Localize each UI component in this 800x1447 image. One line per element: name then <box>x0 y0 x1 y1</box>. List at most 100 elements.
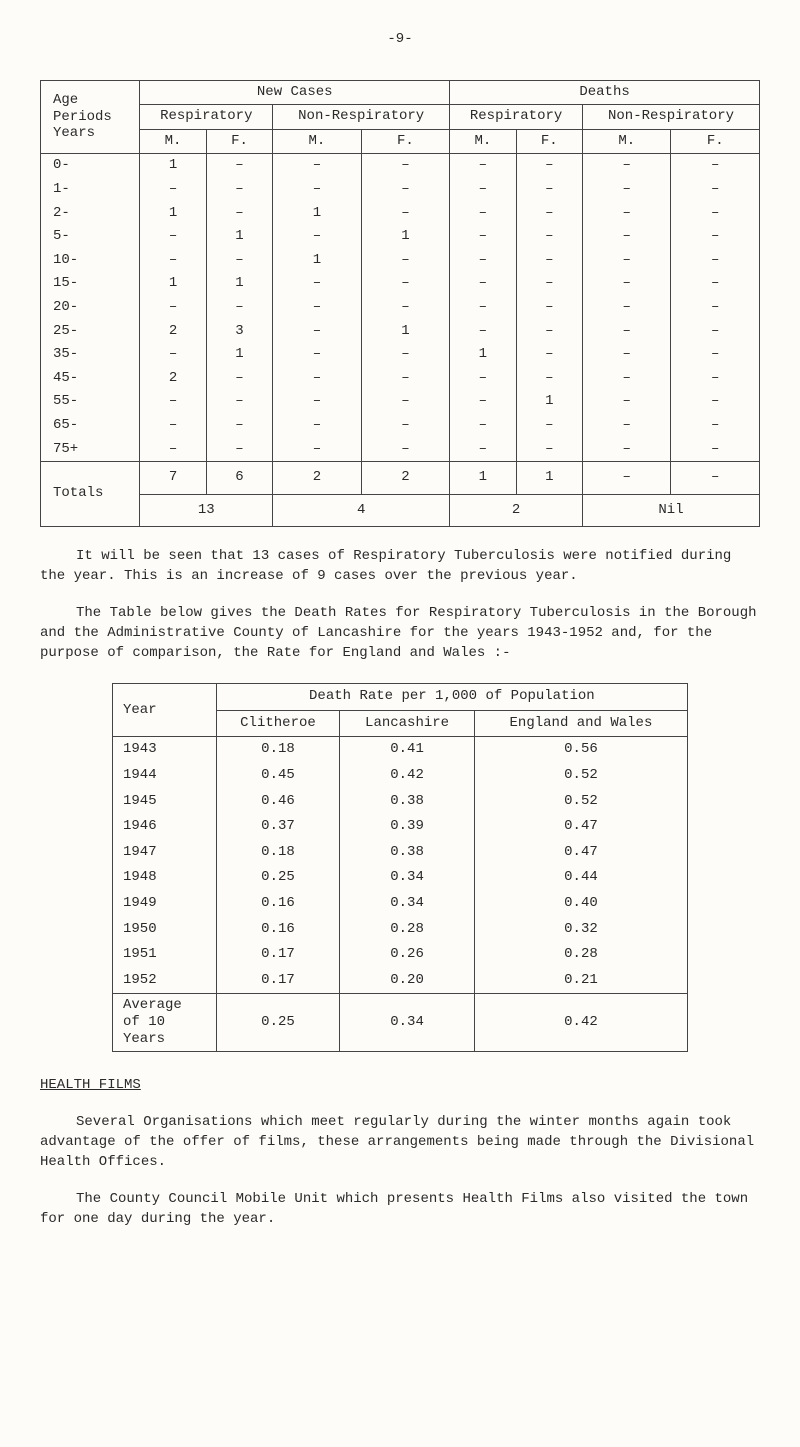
rate-cell: 0.28 <box>474 942 687 968</box>
data-cell: – <box>583 296 671 320</box>
year-cell: 1946 <box>113 814 217 840</box>
england-header: England and Wales <box>474 710 687 737</box>
data-cell: – <box>206 202 272 226</box>
data-cell: 1 <box>206 225 272 249</box>
table-row: 45-2––––––– <box>41 367 760 391</box>
age-cell: 20- <box>41 296 140 320</box>
age-cell: 65- <box>41 414 140 438</box>
data-cell: – <box>583 320 671 344</box>
data-cell: – <box>671 414 760 438</box>
rate-cell: 0.46 <box>216 789 339 815</box>
data-cell: – <box>273 272 361 296</box>
data-cell: – <box>273 178 361 202</box>
data-cell: – <box>206 154 272 178</box>
table-row: 10-––1––––– <box>41 249 760 273</box>
resp-header: Respiratory <box>140 105 273 130</box>
data-cell: – <box>583 414 671 438</box>
table-row: 19440.450.420.52 <box>113 763 688 789</box>
data-cell: 3 <box>206 320 272 344</box>
data-cell: 1 <box>206 272 272 296</box>
data-cell: – <box>671 296 760 320</box>
data-cell: – <box>140 343 206 367</box>
data-cell: – <box>583 154 671 178</box>
avg-cell: 0.34 <box>340 994 475 1051</box>
data-cell: – <box>273 367 361 391</box>
rate-cell: 0.52 <box>474 789 687 815</box>
clitheroe-header: Clitheroe <box>216 710 339 737</box>
table-row: 19470.180.380.47 <box>113 840 688 866</box>
age-cell: 55- <box>41 390 140 414</box>
year-cell: 1948 <box>113 865 217 891</box>
totals-cell: 6 <box>206 462 272 495</box>
data-cell: – <box>140 296 206 320</box>
data-cell: – <box>671 438 760 462</box>
table-row: 19460.370.390.47 <box>113 814 688 840</box>
data-cell: – <box>450 296 516 320</box>
data-cell: – <box>361 272 449 296</box>
m-header: M. <box>450 129 516 154</box>
f-header: F. <box>671 129 760 154</box>
paragraph-4: The County Council Mobile Unit which pre… <box>40 1190 760 1229</box>
table-row: 55-–––––1–– <box>41 390 760 414</box>
rate-cell: 0.38 <box>340 789 475 815</box>
data-cell: – <box>671 343 760 367</box>
table-row: 20-–––––––– <box>41 296 760 320</box>
rate-cell: 0.16 <box>216 917 339 943</box>
data-cell: – <box>273 414 361 438</box>
table-row: 19430.180.410.56 <box>113 737 688 763</box>
data-cell: – <box>361 390 449 414</box>
deaths-header: Deaths <box>450 80 760 105</box>
data-cell: – <box>671 367 760 391</box>
data-cell: – <box>450 178 516 202</box>
nonresp-header: Non-Respiratory <box>273 105 450 130</box>
data-cell: – <box>361 414 449 438</box>
totals-cell: – <box>671 462 760 495</box>
data-cell: – <box>516 343 582 367</box>
data-cell: 1 <box>361 320 449 344</box>
year-cell: 1947 <box>113 840 217 866</box>
totals-sum: 2 <box>450 494 583 527</box>
data-cell: – <box>273 390 361 414</box>
data-cell: 1 <box>361 225 449 249</box>
data-cell: – <box>450 390 516 414</box>
age-cell: 10- <box>41 249 140 273</box>
paragraph-2: The Table below gives the Death Rates fo… <box>40 604 760 663</box>
rate-cell: 0.47 <box>474 840 687 866</box>
data-cell: – <box>140 225 206 249</box>
table-row: 15-11–––––– <box>41 272 760 296</box>
average-label: Averageof 10Years <box>113 994 217 1051</box>
data-cell: – <box>206 390 272 414</box>
table-row: 5-–1–1–––– <box>41 225 760 249</box>
rate-cell: 0.44 <box>474 865 687 891</box>
paragraph-3: Several Organisations which meet regular… <box>40 1113 760 1172</box>
rate-cell: 0.34 <box>340 865 475 891</box>
lancashire-header: Lancashire <box>340 710 475 737</box>
data-cell: – <box>273 225 361 249</box>
data-cell: – <box>671 249 760 273</box>
table-row: 19520.170.200.21 <box>113 968 688 994</box>
rate-cell: 0.42 <box>340 763 475 789</box>
data-cell: – <box>583 272 671 296</box>
data-cell: 1 <box>516 390 582 414</box>
f-header: F. <box>516 129 582 154</box>
rate-cell: 0.25 <box>216 865 339 891</box>
totals-cell: 2 <box>361 462 449 495</box>
f-header: F. <box>361 129 449 154</box>
table-row: 25-23–1–––– <box>41 320 760 344</box>
age-cell: 45- <box>41 367 140 391</box>
data-cell: – <box>516 272 582 296</box>
rate-cell: 0.17 <box>216 968 339 994</box>
rate-cell: 0.45 <box>216 763 339 789</box>
data-cell: 1 <box>140 272 206 296</box>
data-cell: – <box>516 225 582 249</box>
rate-cell: 0.41 <box>340 737 475 763</box>
data-cell: – <box>361 202 449 226</box>
data-cell: – <box>361 249 449 273</box>
data-cell: – <box>450 367 516 391</box>
rate-cell: 0.56 <box>474 737 687 763</box>
age-cell: 5- <box>41 225 140 249</box>
data-cell: – <box>206 296 272 320</box>
rate-cell: 0.52 <box>474 763 687 789</box>
data-cell: – <box>273 320 361 344</box>
data-cell: – <box>450 249 516 273</box>
